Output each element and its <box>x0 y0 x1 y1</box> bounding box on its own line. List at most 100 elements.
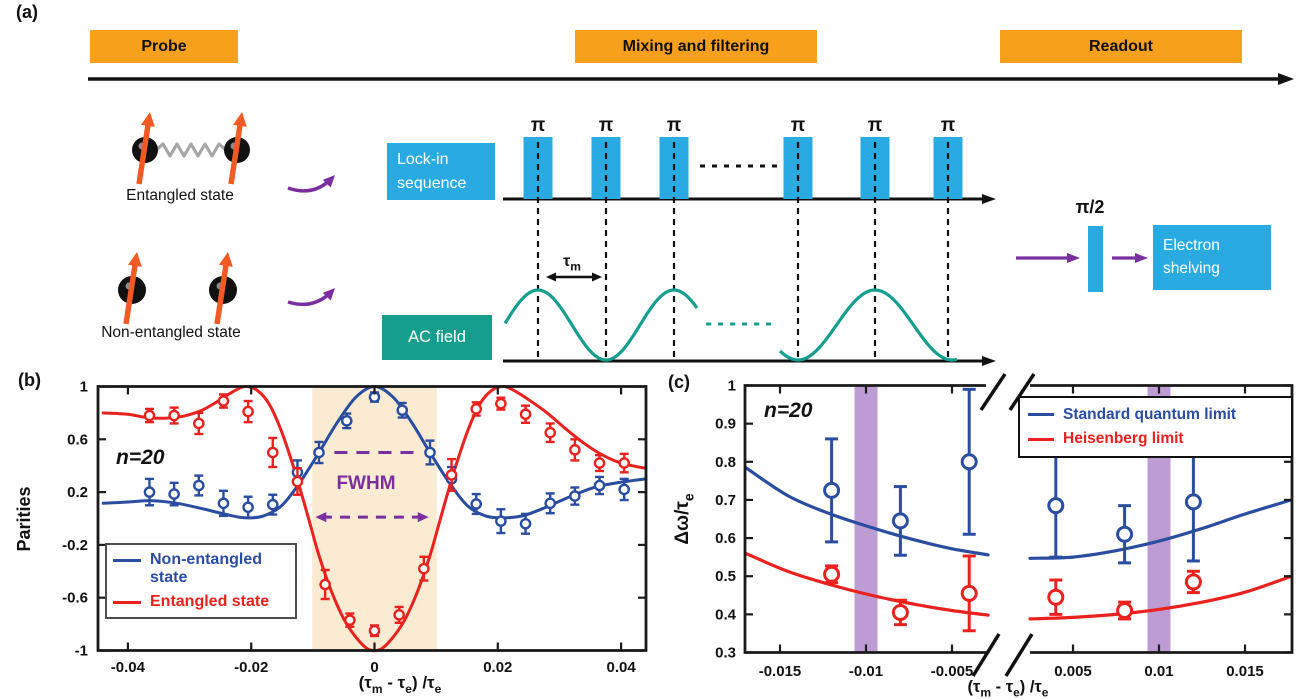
spin-arrow-head <box>218 252 233 267</box>
heisenberg_data-marker <box>891 603 909 621</box>
spin-arrow-head <box>232 112 247 127</box>
y-tick-label-b: 0.6 <box>67 431 88 448</box>
pi-half-pulse-rect <box>1088 226 1103 292</box>
legend-line-blue <box>113 559 141 562</box>
legend-label: Standard quantum limit <box>1063 405 1237 423</box>
y-tick-label-b: -1 <box>75 643 88 660</box>
plot-frame-b <box>96 385 648 652</box>
x-tick-label-b: 0 <box>370 659 378 676</box>
y-tick-label-b: 1 <box>80 379 88 396</box>
legend-entry-non-entangled: Non-entangled state <box>113 551 289 587</box>
y-tick-label-b: -0.6 <box>62 590 88 607</box>
entangled_data-marker <box>319 578 331 591</box>
non_entangled_data-marker <box>569 490 581 502</box>
entangled_data-marker <box>168 409 180 422</box>
legend-b: Non-entangled state Entangled state <box>105 543 297 619</box>
heisenberg_fit_right-curve <box>1028 574 1293 621</box>
lockin-axis-head <box>982 194 996 204</box>
sql_data-marker <box>1116 525 1134 543</box>
y-tick-label-c: 0.3 <box>715 645 736 662</box>
x-tick-label-c: 0.015 <box>1226 663 1264 680</box>
entangled_data-marker <box>470 403 483 415</box>
non_entangled_data-marker <box>593 479 606 492</box>
spin-arrow <box>136 119 152 185</box>
non_entangled_data-marker <box>313 446 325 459</box>
entangled-spring <box>154 142 228 158</box>
legend-entry-entangled: Entangled state <box>113 593 289 611</box>
readout-out-arrow-head <box>1135 253 1148 263</box>
non_entangled_data-marker <box>618 483 630 496</box>
fwhm-width-arrow-head <box>417 512 429 523</box>
tau-m-label: τm <box>563 253 581 273</box>
sql_data-marker <box>1047 497 1065 515</box>
x-tick-label-c: 0.01 <box>1144 663 1173 680</box>
entangled_data-marker <box>495 397 507 410</box>
non_entangled_data-marker <box>519 517 532 530</box>
probe-to-lockin-arrow-head <box>322 175 335 188</box>
y-tick-label-c: 0.5 <box>715 568 736 585</box>
stage-box-probe: Probe <box>90 30 238 63</box>
y-tick-label-c: 0.8 <box>715 454 736 471</box>
probe-to-ac-arrow-head <box>322 288 335 301</box>
highlight-band <box>854 386 878 652</box>
x-tick-label-c: -0.015 <box>759 663 802 680</box>
entangled_data-marker <box>618 457 630 469</box>
stage-box-readout: Readout <box>1000 30 1242 63</box>
spin-arrow-head <box>127 252 142 267</box>
n-annotation-b: n=20 <box>116 446 165 469</box>
ac-wave <box>778 288 958 362</box>
entangled_data-marker <box>569 444 581 456</box>
lockin-sequence-box: Lock-in sequence <box>387 143 495 200</box>
legend-label: Heisenberg limit <box>1063 430 1184 447</box>
sql_data-marker <box>891 512 909 530</box>
legend-c: Standard quantum limit Heisenberg limit <box>1018 396 1293 458</box>
sql_data-marker <box>1184 493 1202 511</box>
electron-shelving-box: Electron shelving <box>1153 225 1271 290</box>
pi-pulse-label: π <box>941 115 956 136</box>
x-axis-label-c: (τm - τe) /τe <box>968 678 1049 699</box>
tau-m-interval-arrow-head <box>546 272 556 282</box>
panel-b-label: (b) <box>18 370 41 390</box>
heisenberg_data-marker <box>960 584 978 602</box>
legend-line-blue <box>1028 413 1054 417</box>
x-tick-label-c: 0.005 <box>1054 663 1092 680</box>
readout-in-arrow-head <box>1067 253 1080 263</box>
tau-m-interval-arrow-head <box>592 272 602 282</box>
fwhm-width-arrow-head <box>315 512 327 523</box>
y-tick-label-c: 0.4 <box>715 606 737 623</box>
legend-line-red <box>113 600 141 604</box>
non_entangled_data-marker <box>217 497 230 510</box>
y-tick-label-c: 0.9 <box>715 416 736 433</box>
entangled_data-marker <box>242 405 254 418</box>
non_entangled_data-marker <box>424 446 436 459</box>
entangled_data-marker <box>519 408 532 421</box>
non_entangled_data-marker <box>470 498 483 510</box>
ac-field-box: AC field <box>382 315 492 360</box>
non_entangled_data-marker <box>143 486 156 498</box>
heisenberg_data-marker <box>1047 588 1065 606</box>
legend-entry-heisenberg: Heisenberg limit <box>1028 429 1283 449</box>
entangled_data-marker <box>143 409 156 422</box>
ac-axis-head <box>982 356 996 366</box>
x-tick-label-b: 0.04 <box>606 659 636 676</box>
axis-break-slash <box>979 373 1007 411</box>
axis-break-slash <box>1008 373 1036 411</box>
y-axis-label-parities: Parities <box>14 486 34 551</box>
pi-pulse-label: π <box>599 115 614 136</box>
non_entangled_data-marker <box>266 498 279 511</box>
pi-pulse-label: π <box>868 115 883 136</box>
non_entangled_data-marker <box>396 404 409 417</box>
panel-a-label: (a) <box>16 2 38 22</box>
x-tick-label-c: -0.01 <box>849 663 883 680</box>
y-tick-label-b: -0.2 <box>62 537 88 554</box>
entangled-state-label: Entangled state <box>126 187 234 204</box>
non_entangled_data-marker <box>168 488 180 500</box>
axis-break-slash <box>1004 633 1034 677</box>
y-tick-label-c: 1 <box>728 377 736 394</box>
pi-half-label: π/2 <box>1075 197 1105 217</box>
pi-pulse-label: π <box>791 115 806 136</box>
stage-box-mixing: Mixing and filtering <box>575 30 817 63</box>
sql_fit_left-curve <box>744 465 990 557</box>
non_entangled_data-marker <box>544 497 557 510</box>
